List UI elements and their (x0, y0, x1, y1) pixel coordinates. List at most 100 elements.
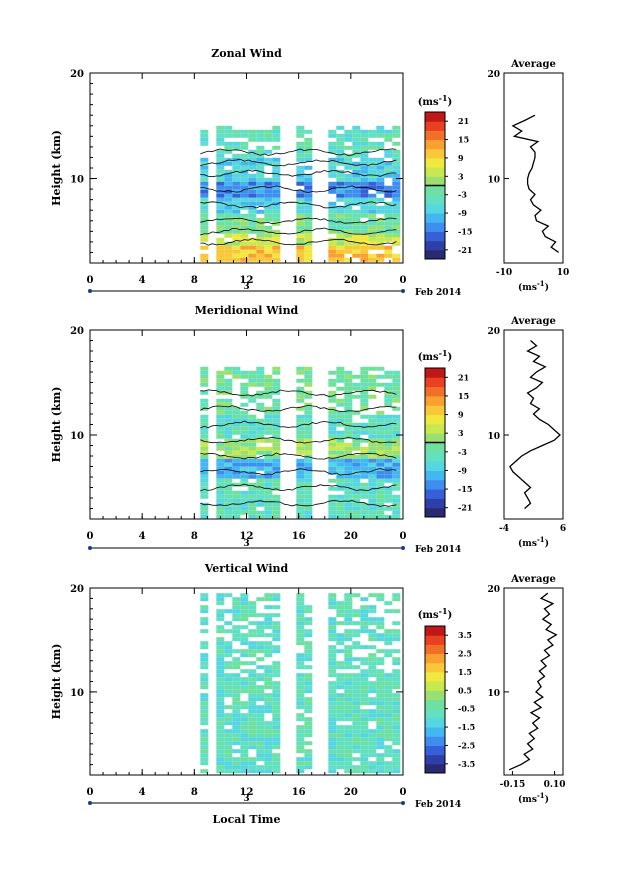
heatmap-cell (328, 601, 337, 606)
x-axis-label: Local Time (213, 813, 281, 826)
heatmap-cell (392, 753, 401, 758)
heatmap-cell (368, 197, 377, 202)
heatmap-cell (296, 514, 305, 519)
heatmap-cell (272, 510, 281, 515)
heatmap-cell (368, 661, 377, 666)
heatmap-cell (256, 502, 265, 507)
heatmap-cell (344, 201, 353, 206)
heatmap-cell (344, 689, 353, 694)
heatmap-cell (200, 681, 209, 686)
heatmap-cell (200, 229, 209, 234)
heatmap-cell (296, 241, 305, 246)
heatmap-cell (232, 633, 241, 638)
heatmap-cell (304, 450, 313, 455)
contour-line (200, 185, 397, 193)
chart-title: Zonal Wind (211, 47, 282, 60)
heatmap-cell (200, 370, 209, 375)
heatmap-cell (240, 370, 249, 375)
heatmap-cell (392, 374, 401, 379)
heatmap-cell (272, 605, 281, 610)
heatmap-cell (336, 446, 345, 451)
heatmap-cell (256, 717, 265, 722)
heatmap-cell (240, 593, 249, 598)
heatmap-cell (256, 665, 265, 670)
heatmap-cell (352, 241, 361, 246)
heatmap-cell (264, 665, 273, 670)
heatmap-cell (336, 173, 345, 178)
heatmap-cell (392, 418, 401, 423)
heatmap-cell (336, 217, 345, 222)
heatmap-cell (256, 209, 265, 214)
heatmap-cell (240, 717, 249, 722)
heatmap-cell (296, 394, 305, 399)
date-label: Feb 2014 (415, 545, 461, 555)
heatmap-cell (296, 458, 305, 463)
heatmap-cell (304, 657, 313, 662)
heatmap-cell (264, 253, 273, 258)
heatmap-cell (360, 470, 369, 475)
heatmap-cell (368, 245, 377, 250)
heatmap-cell (360, 422, 369, 427)
heatmap-cell (248, 677, 257, 682)
date-line-end (88, 801, 92, 805)
heatmap-cell (344, 225, 353, 230)
heatmap-cell (232, 426, 241, 431)
heatmap-cell (272, 382, 281, 387)
heatmap-cell (264, 446, 273, 451)
heatmap-cell (368, 386, 377, 391)
heatmap-cell (232, 482, 241, 487)
heatmap-cell (248, 466, 257, 471)
heatmap-cell (360, 757, 369, 762)
heatmap-cell (216, 253, 225, 258)
contour-line (200, 420, 397, 429)
heatmap-cell (384, 498, 393, 503)
heatmap-cell (384, 737, 393, 742)
heatmap-cell (360, 466, 369, 471)
heatmap-cell (224, 253, 233, 258)
heatmap-cell (272, 241, 281, 246)
heatmap-cell (200, 677, 209, 682)
heatmap-cell (216, 737, 225, 742)
y-tick-label: 20 (70, 69, 84, 80)
colorbar-segment (425, 130, 445, 141)
heatmap-cell (216, 478, 225, 483)
heatmap-cell (392, 769, 401, 774)
heatmap-cell (232, 217, 241, 222)
colorbar-segment (425, 662, 445, 673)
heatmap-cell (304, 245, 313, 250)
heatmap-cell (360, 490, 369, 495)
heatmap-cell (216, 657, 225, 662)
heatmap-cell (240, 414, 249, 419)
heatmap-cell (384, 725, 393, 730)
heatmap-cell (384, 165, 393, 170)
heatmap-cell (296, 414, 305, 419)
heatmap-cell (240, 153, 249, 158)
heatmap-cell (232, 366, 241, 371)
heatmap-cell (216, 729, 225, 734)
heatmap-cell (272, 462, 281, 467)
heatmap-cell (368, 494, 377, 499)
heatmap-cell (392, 649, 401, 654)
heatmap-cell (368, 629, 377, 634)
heatmap-cell (256, 466, 265, 471)
heatmap-cell (264, 494, 273, 499)
y-axis-label: Height (km) (50, 644, 63, 720)
heatmap-cell (352, 721, 361, 726)
heatmap-cell (328, 241, 337, 246)
heatmap-cell (336, 402, 345, 407)
heatmap-cell (384, 494, 393, 499)
heatmap-cell (344, 193, 353, 198)
heatmap-cell (240, 605, 249, 610)
heatmap-cell (368, 765, 377, 770)
heatmap-cell (368, 229, 377, 234)
heatmap-cell (200, 177, 209, 182)
heatmap-cell (264, 137, 273, 142)
heatmap-cell (296, 625, 305, 630)
heatmap-cell (344, 233, 353, 238)
heatmap-cell (272, 446, 281, 451)
heatmap-cell (296, 217, 305, 222)
heatmap-cell (248, 613, 257, 618)
heatmap-cell (392, 225, 401, 230)
heatmap-cell (272, 418, 281, 423)
heatmap-cell (360, 693, 369, 698)
